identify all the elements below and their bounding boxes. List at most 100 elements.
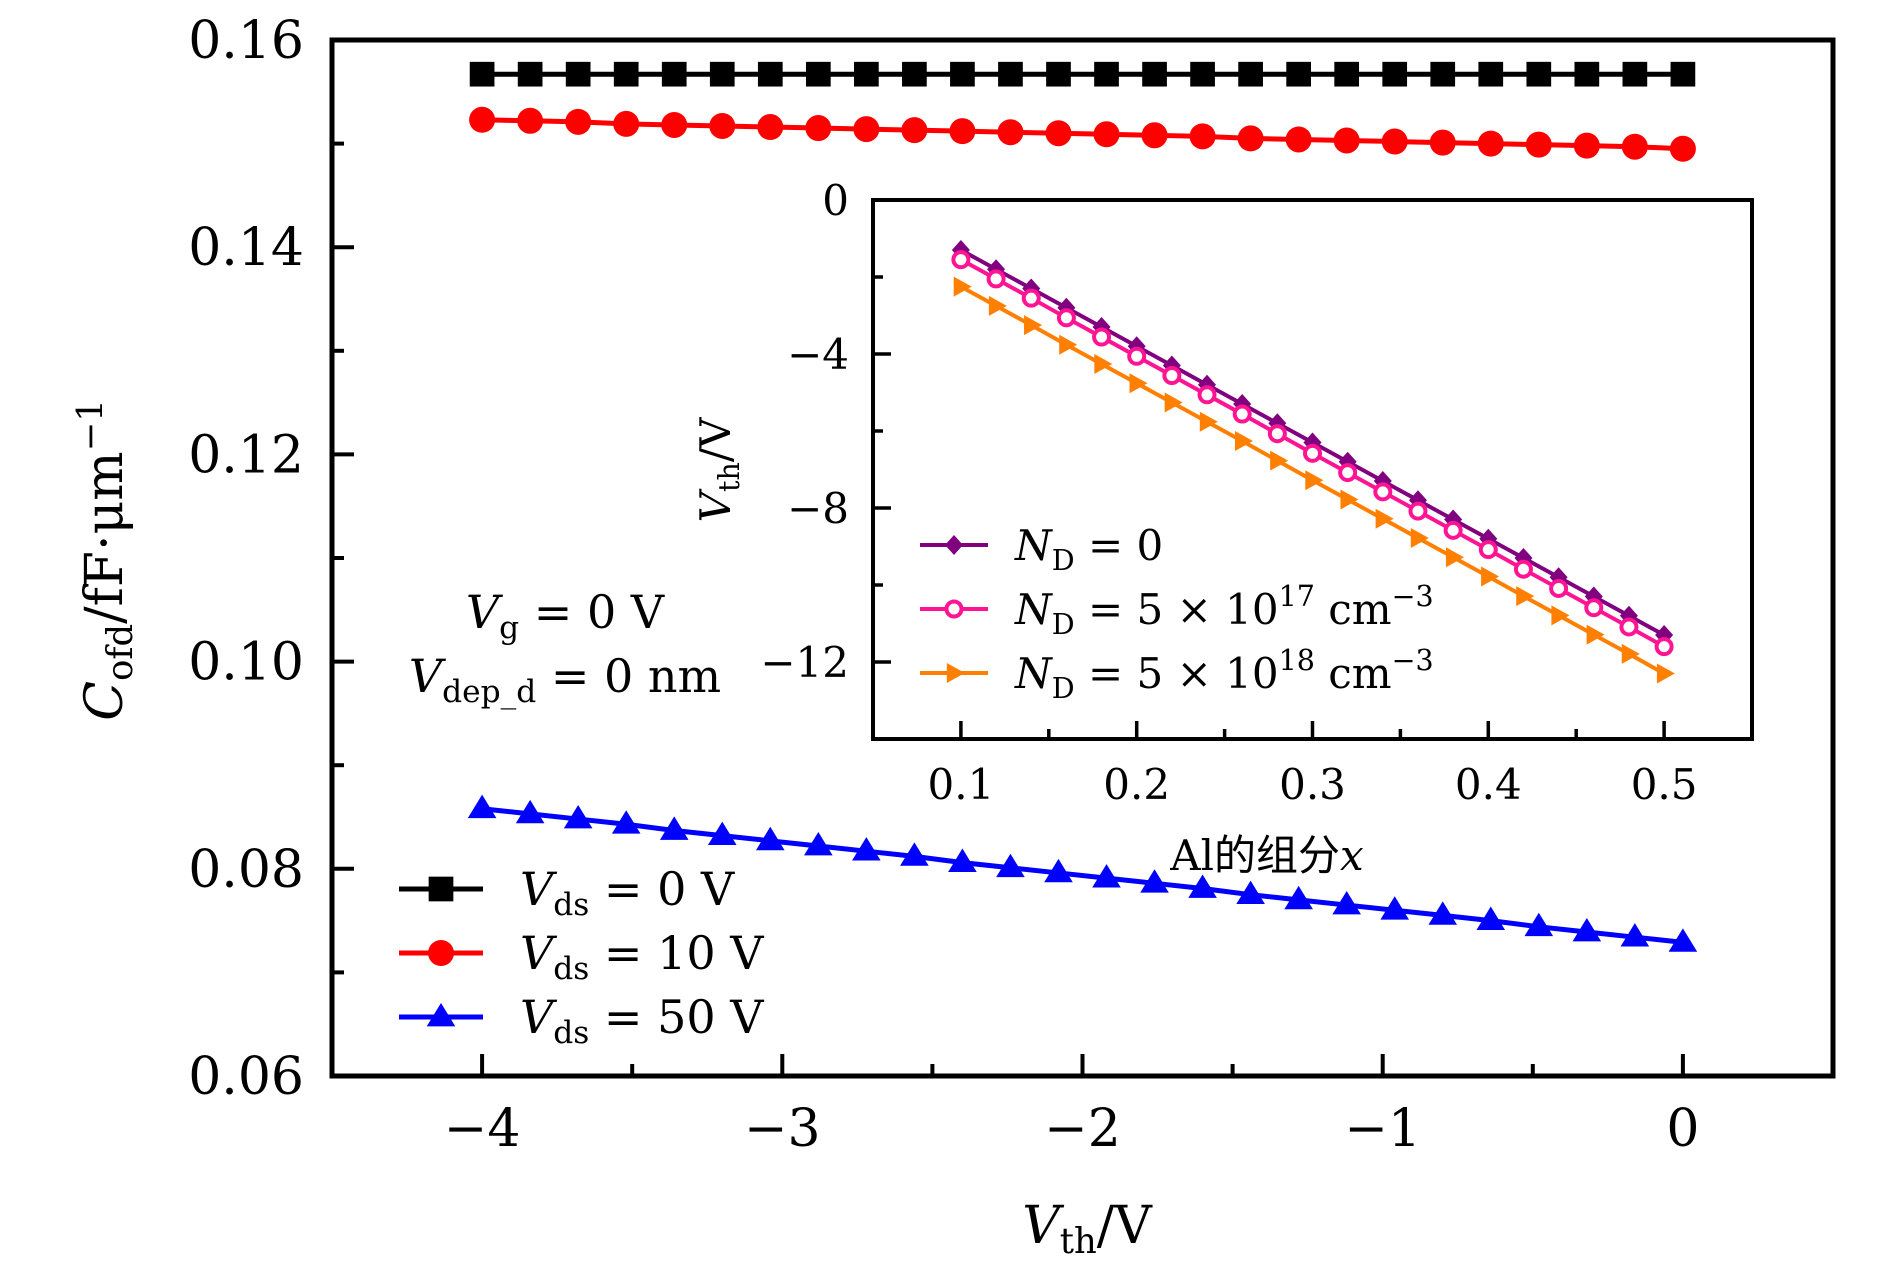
main-data-point: [1574, 61, 1600, 87]
main-y-tick-label: 0.10: [188, 633, 304, 693]
annotation-vdep: Vdep_d = 0 nm: [409, 649, 721, 710]
main-data-point: [1430, 61, 1456, 87]
inset-data-point: [1303, 443, 1322, 463]
main-data-point: [1140, 869, 1169, 893]
annotation-vdep-value: = 0 nm: [536, 649, 721, 703]
main-data-point: [613, 61, 639, 87]
main-data-point: [1333, 127, 1360, 154]
inset-data-point: [1513, 559, 1533, 579]
main-data-point: [1285, 126, 1312, 153]
inset-legend-label: ND = 5 × 1017 cm−3: [1014, 579, 1434, 641]
inset-data-point: [1197, 385, 1217, 405]
main-x-tick-label: 0: [1666, 1099, 1699, 1159]
main-data-point: [1622, 61, 1648, 87]
inset-data-point: [986, 269, 1006, 289]
main-plot: −4 −3 −2 −1 00.060.080.100.120.140.16 Vth/V …: [70, 11, 1836, 1262]
main-data-point: [1188, 874, 1217, 898]
inset-x-tick-label: 0.1: [928, 760, 995, 809]
inset-data-point: [1056, 308, 1076, 328]
main-y-tick-label: 0.16: [188, 11, 304, 71]
inset-data-point: [1024, 315, 1043, 336]
inset-series-1: [951, 250, 1674, 657]
main-data-point: [757, 61, 783, 87]
main-legend-label: Vds = 50 V: [520, 990, 764, 1051]
inset-legend-label: ND = 0: [1014, 521, 1163, 577]
inset-y-tick-label: −4: [787, 330, 849, 379]
main-legend-marker: [428, 876, 454, 902]
inset-y-label-sub: th: [712, 462, 746, 492]
main-legend-item: Vds = 50 V: [399, 990, 764, 1051]
main-y-tick-label: 0.12: [188, 425, 304, 485]
main-data-point: [659, 816, 689, 840]
inset-data-point: [1621, 643, 1640, 664]
main-data-point: [661, 61, 687, 87]
main-data-point: [1621, 133, 1648, 160]
main-data-point: [469, 106, 496, 133]
main-series: [467, 61, 1698, 952]
main-data-point: [902, 61, 927, 87]
inset-data-point: [1478, 540, 1498, 560]
main-legend-item: Vds = 10 V: [399, 926, 764, 987]
main-data-point: [1332, 891, 1361, 915]
inset-x-axis-label: Al的组分x: [1169, 831, 1364, 880]
main-data-point: [565, 108, 592, 135]
main-data-point: [1380, 896, 1410, 920]
y-label-sup: −1: [70, 399, 111, 451]
annotation-vg-value: = 0 V: [519, 585, 665, 639]
main-data-point: [1189, 123, 1216, 150]
main-data-point: [1476, 906, 1506, 930]
inset-x-label-text: Al的组分: [1169, 831, 1340, 880]
main-data-point: [757, 114, 784, 141]
inset-data-point: [1408, 501, 1428, 521]
main-data-point: [611, 810, 641, 834]
main-data-point: [517, 107, 544, 134]
main-data-point: [565, 61, 591, 87]
inset-data-point: [1267, 424, 1287, 444]
annotation-vg-sub: g: [499, 610, 519, 646]
main-data-point: [515, 799, 545, 824]
main-data-point: [707, 821, 737, 846]
inset-data-point: [1375, 508, 1394, 529]
inset-y-label-var: V: [691, 488, 740, 522]
inset-data-point: [988, 295, 1007, 316]
main-data-point: [996, 853, 1025, 878]
main-data-point: [1092, 864, 1121, 888]
y-label-sub: ofd: [100, 624, 141, 681]
inset-data-point: [951, 250, 971, 270]
inset-data-point: [1092, 327, 1112, 347]
main-data-point: [900, 842, 929, 866]
inset-data-point: [1549, 578, 1569, 598]
main-data-point: [1620, 923, 1650, 947]
main-data-point: [1669, 135, 1696, 162]
annotation-vdep-sub: dep_d: [442, 674, 536, 710]
main-data-point: [1428, 901, 1458, 925]
inset-x-tick-label: 0.4: [1455, 760, 1522, 809]
inset-data-point: [1338, 463, 1358, 483]
inset-y-tick-label: 0: [822, 176, 849, 225]
main-data-point: [709, 112, 736, 139]
main-data-point: [1525, 131, 1552, 158]
inset-series-2: [953, 276, 1675, 684]
annotation-vg-var: V: [466, 585, 504, 639]
inset-data-point: [1516, 586, 1535, 607]
main-legend-item: Vds = 0 V: [399, 862, 735, 923]
main-data-point: [1573, 132, 1600, 159]
main-data-point: [1334, 61, 1360, 87]
inset-data-point: [1199, 411, 1218, 432]
x-label-sub: th: [1060, 1221, 1097, 1262]
inset-series: [951, 240, 1675, 684]
inset-y-tick-label: −8: [787, 484, 849, 533]
inset-legend-item: ND = 5 × 1018 cm−3: [920, 643, 1434, 705]
main-data-point: [997, 119, 1024, 146]
main-data-point: [1524, 912, 1554, 937]
inset-data-point: [1586, 624, 1605, 645]
main-data-point: [1237, 125, 1264, 152]
main-y-tick-label: 0.06: [188, 1047, 304, 1107]
inset-data-point: [1551, 605, 1570, 626]
inset-data-point: [1584, 598, 1604, 618]
main-data-point: [467, 794, 497, 819]
y-label-var: C: [75, 681, 135, 721]
inset-data-point: [1129, 373, 1148, 394]
main-data-point: [1381, 128, 1408, 155]
